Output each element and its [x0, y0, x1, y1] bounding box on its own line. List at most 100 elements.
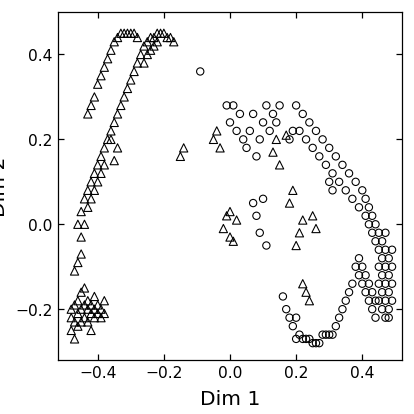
Point [313, 340, 319, 347]
Point [197, 68, 203, 75]
Point [359, 187, 365, 194]
Point [81, 196, 88, 202]
Point [236, 111, 243, 118]
Point [299, 281, 306, 287]
Point [286, 136, 293, 143]
Point [81, 315, 88, 321]
Point [299, 217, 306, 224]
Point [91, 94, 98, 101]
Point [352, 264, 359, 270]
Point [303, 336, 309, 342]
Point [226, 208, 233, 215]
Point [111, 119, 118, 126]
Point [325, 332, 332, 338]
Point [362, 196, 368, 202]
Point [101, 298, 108, 304]
Point [91, 315, 98, 321]
Point [223, 213, 230, 219]
Point [306, 336, 313, 342]
Point [349, 281, 355, 287]
Point [108, 136, 114, 143]
Point [368, 306, 375, 313]
Point [91, 293, 98, 300]
Point [88, 327, 94, 334]
Point [388, 298, 395, 304]
Point [94, 81, 101, 88]
Point [233, 217, 240, 224]
Point [226, 234, 233, 241]
Point [365, 221, 372, 228]
Point [325, 145, 332, 152]
Point [329, 170, 335, 177]
Point [98, 73, 104, 79]
Point [75, 298, 81, 304]
Point [78, 319, 84, 325]
Point [303, 289, 309, 296]
Point [131, 30, 137, 37]
Point [154, 30, 160, 37]
Point [118, 30, 124, 37]
Point [94, 310, 101, 317]
Point [94, 162, 101, 168]
Point [342, 298, 349, 304]
Point [210, 136, 217, 143]
Point [345, 289, 352, 296]
Point [289, 128, 296, 135]
Point [233, 128, 240, 135]
Point [71, 268, 78, 274]
Point [81, 285, 88, 291]
Point [375, 281, 382, 287]
Point [372, 298, 378, 304]
Point [322, 332, 329, 338]
Point [299, 336, 306, 342]
Point [329, 187, 335, 194]
Point [68, 327, 75, 334]
Point [309, 340, 316, 347]
Point [260, 196, 266, 202]
Point [283, 306, 289, 313]
Point [94, 302, 101, 308]
Point [144, 51, 150, 58]
Point [385, 306, 392, 313]
Point [299, 111, 306, 118]
Point [359, 281, 365, 287]
Point [385, 255, 392, 262]
Point [289, 323, 296, 330]
Point [114, 145, 121, 152]
Point [289, 187, 296, 194]
Point [322, 162, 329, 168]
Point [296, 128, 303, 135]
Point [88, 310, 94, 317]
Point [372, 238, 378, 245]
Point [378, 306, 385, 313]
Point [150, 43, 157, 50]
Point [94, 179, 101, 185]
Point [335, 179, 342, 185]
Point [303, 136, 309, 143]
Point [91, 187, 98, 194]
Point [243, 145, 250, 152]
Point [368, 230, 375, 236]
Point [315, 153, 322, 160]
Point [88, 102, 94, 109]
Point [71, 302, 78, 308]
Point [108, 128, 114, 135]
Point [279, 293, 286, 300]
Point [306, 298, 313, 304]
Point [385, 315, 392, 321]
Point [276, 102, 283, 109]
Point [84, 306, 91, 313]
Point [382, 315, 388, 321]
Point [256, 136, 263, 143]
Point [78, 289, 84, 296]
Point [315, 340, 322, 347]
Point [98, 153, 104, 160]
Point [253, 153, 260, 160]
Point [84, 187, 91, 194]
Point [124, 30, 131, 37]
Point [388, 281, 395, 287]
Point [84, 319, 91, 325]
Point [375, 230, 382, 236]
Point [101, 145, 108, 152]
Point [365, 298, 372, 304]
